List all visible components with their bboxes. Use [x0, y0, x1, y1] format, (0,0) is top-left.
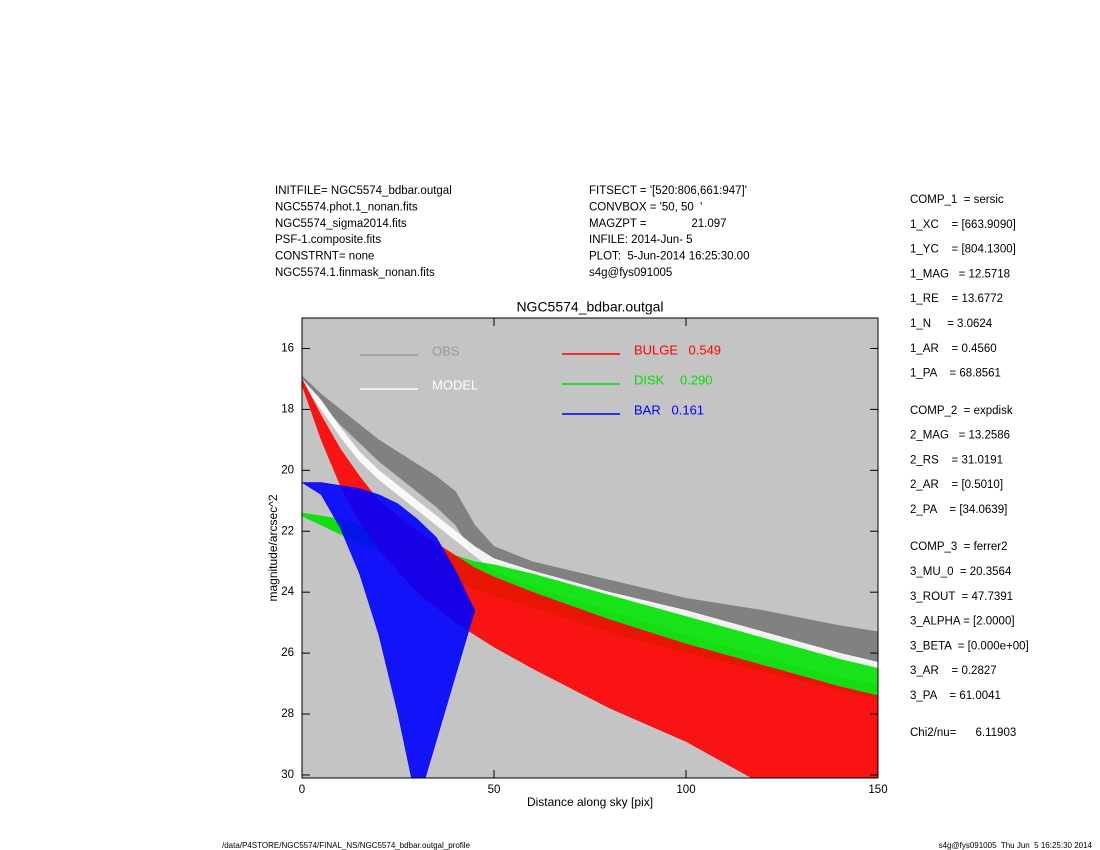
parameter: 2_PA = [34.0639] — [910, 504, 1007, 516]
legend-label: BULGE — [634, 342, 678, 357]
header-line: NGC5574_sigma2014.fits — [275, 218, 407, 230]
legend-label: MODEL — [432, 377, 478, 392]
parameter: 3_ROUT = 47.7391 — [910, 591, 1013, 603]
plot-area — [302, 375, 878, 778]
header-line: PSF-1.composite.fits — [275, 234, 381, 246]
legend-fraction: 0.161 — [672, 402, 705, 417]
x-axis-label: Distance along sky [pix] — [527, 795, 653, 809]
profile-band — [302, 378, 878, 684]
y-axis-label: magnitude/arcsec^2 — [266, 494, 280, 601]
y-tick-label: 28 — [281, 708, 294, 720]
x-tick-label: 0 — [299, 784, 305, 796]
parameter: Chi2/nu= 6.11903 — [910, 727, 1016, 739]
parameter: 1_N = 3.0624 — [910, 318, 993, 330]
profile-band — [302, 482, 476, 778]
parameter: 3_AR = 0.2827 — [910, 665, 997, 677]
chart-title: NGC5574_bdbar.outgal — [516, 299, 663, 315]
header-line: MAGZPT = 21.097 — [589, 218, 727, 230]
parameter: 3_PA = 61.0041 — [910, 690, 1001, 702]
footer-left: /data/P4STORE/NGC5574/FINAL_NS/NGC5574_b… — [222, 841, 471, 850]
x-tick-label: 100 — [676, 784, 695, 796]
header-line: INITFILE= NGC5574_bdbar.outgal — [275, 185, 452, 197]
y-tick-label: 30 — [281, 769, 294, 781]
parameter: 1_XC = [663.9090] — [910, 219, 1016, 231]
parameter: COMP_3 = ferrer2 — [910, 541, 1007, 553]
plot-frame — [301, 317, 879, 779]
header-line: CONVBOX = '50, 50 ' — [589, 201, 702, 213]
parameter: 1_YC = [804.1300] — [910, 244, 1016, 256]
parameter: 1_MAG = 12.5718 — [910, 268, 1010, 280]
parameter: 3_MU_0 = 20.3564 — [910, 566, 1012, 578]
header-line: INFILE: 2014-Jun- 5 — [589, 234, 693, 246]
parameter: 3_BETA = [0.000e+00] — [910, 640, 1029, 652]
parameter: 2_RS = 31.0191 — [910, 454, 1003, 466]
parameter: 3_ALPHA = [2.0000] — [910, 616, 1015, 628]
footer-right: s4g@fys091005 Thu Jun 5 16:25:30 2014 — [939, 841, 1093, 850]
y-tick-label: 18 — [281, 403, 294, 415]
y-tick-label: 26 — [281, 647, 294, 659]
y-tick-label: 16 — [281, 342, 294, 354]
legend-fraction: 0.549 — [689, 342, 722, 357]
header-line: NGC5574.phot.1_nonan.fits — [275, 201, 418, 213]
header-line: NGC5574.1.finmask_nonan.fits — [275, 267, 435, 279]
x-tick-label: 150 — [868, 784, 887, 796]
parameter: 1_PA = 68.8561 — [910, 368, 1001, 380]
parameter: COMP_2 = expdisk — [910, 405, 1013, 417]
y-tick-label: 22 — [281, 525, 294, 537]
legend-fraction: 0.290 — [680, 372, 713, 387]
parameter: 2_MAG = 13.2586 — [910, 430, 1010, 442]
legend-label: BAR — [634, 402, 661, 417]
profile-band — [302, 375, 878, 675]
header-line: CONSTRNT= none — [275, 251, 374, 263]
legend-label: OBS — [432, 343, 460, 358]
x-tick-label: 50 — [488, 784, 501, 796]
parameter: 2_AR = [0.5010] — [910, 479, 1003, 491]
legend-label: DISK — [634, 372, 665, 387]
header-line: PLOT: 5-Jun-2014 16:25:30.00 — [589, 251, 749, 263]
y-tick-label: 24 — [281, 586, 294, 598]
parameter: 1_RE = 13.6772 — [910, 293, 1003, 305]
y-tick-label: 20 — [281, 464, 294, 476]
header-line: FITSECT = '[520:806,661:947]' — [589, 185, 747, 197]
header-line: s4g@fys091005 — [589, 267, 672, 279]
parameter: COMP_1 = sersic — [910, 194, 1004, 206]
parameter: 1_AR = 0.4560 — [910, 343, 997, 355]
